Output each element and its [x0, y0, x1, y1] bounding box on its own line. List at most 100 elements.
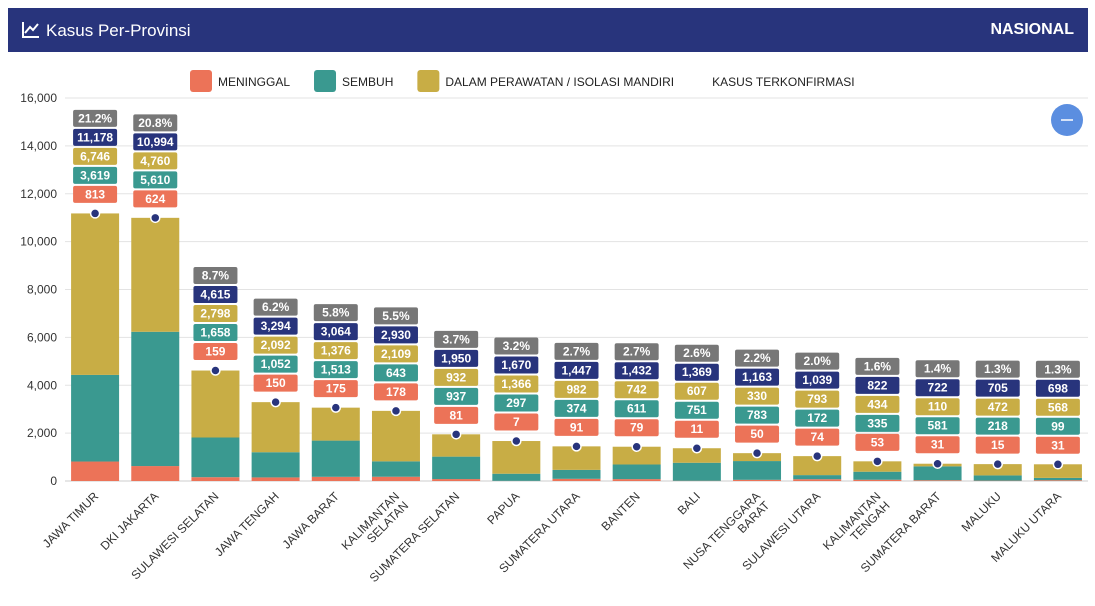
label-box	[915, 398, 960, 416]
data-label: 374	[566, 401, 586, 415]
data-label: 53	[871, 435, 885, 449]
region-label[interactable]: NASIONAL	[990, 21, 1074, 38]
data-label: 99	[1051, 419, 1065, 433]
data-label: 643	[386, 366, 406, 380]
bar-segment	[1033, 477, 1082, 481]
label-box	[855, 395, 900, 413]
label-box	[313, 361, 358, 379]
label-box	[193, 305, 238, 323]
data-label: 31	[931, 438, 945, 452]
header: Kasus Per-Provinsi NASIONAL	[8, 8, 1088, 52]
data-label: 20.8%	[138, 116, 172, 130]
data-label: 81	[449, 408, 463, 422]
bar-segment	[71, 374, 120, 462]
x-tick-label: BANTEN	[598, 489, 642, 533]
x-tick-line: JAWA BARAT	[280, 489, 343, 552]
x-tick-line: MALUKU	[959, 489, 1004, 534]
label-box	[73, 128, 118, 146]
x-tick-label: JAWA TENGAH	[212, 489, 282, 559]
label-box	[795, 409, 840, 427]
bar-segment	[131, 466, 180, 481]
label-box	[915, 436, 960, 454]
data-label: 50	[750, 427, 764, 441]
data-label: 932	[446, 370, 466, 384]
y-tick-label: 0	[50, 474, 57, 488]
total-dot	[511, 435, 522, 447]
bar-segment	[311, 476, 360, 481]
label-box	[434, 349, 479, 367]
label-box	[494, 394, 539, 412]
bar-segment	[492, 441, 541, 474]
bar-segment	[251, 477, 300, 481]
data-label: 3,619	[80, 168, 110, 182]
data-label: 6,746	[80, 149, 110, 163]
data-label: 2.6%	[683, 346, 711, 360]
label-box	[373, 307, 418, 325]
label-box	[915, 379, 960, 397]
label-box	[193, 286, 238, 304]
label-box	[735, 406, 780, 424]
total-dot	[872, 456, 883, 467]
bar-segment	[131, 217, 180, 332]
bar-segment	[913, 466, 962, 481]
data-label: 813	[85, 187, 105, 201]
data-label: 5,610	[140, 173, 170, 187]
data-label: 982	[566, 382, 586, 396]
label-box	[313, 304, 358, 322]
data-label: 2.0%	[804, 354, 832, 368]
total-dot	[691, 442, 703, 454]
data-label: 1,369	[682, 365, 712, 379]
data-label: 705	[988, 381, 1008, 395]
label-box	[795, 428, 840, 446]
bar-segment	[1033, 464, 1082, 478]
label-box	[554, 361, 599, 379]
bar-segment	[793, 479, 842, 481]
legend-label: SEMBUH	[342, 75, 393, 89]
data-label: 159	[205, 345, 225, 359]
label-box	[373, 383, 418, 401]
data-label: 110	[928, 400, 948, 414]
label-box	[735, 387, 780, 405]
label-box	[73, 109, 118, 127]
bar-segment	[191, 477, 240, 481]
label-box	[975, 379, 1020, 397]
bar-segment	[733, 479, 782, 481]
label-box	[975, 417, 1020, 435]
label-box	[313, 380, 358, 398]
label-box	[434, 387, 479, 405]
total-dot	[992, 458, 1003, 470]
label-box	[434, 406, 479, 424]
y-tick-label: 6,000	[27, 330, 57, 344]
data-label: 1,950	[441, 351, 471, 365]
label-box	[253, 317, 298, 335]
data-label: 3,064	[321, 325, 351, 339]
label-box	[494, 413, 539, 431]
label-box	[554, 418, 599, 436]
total-dot	[932, 458, 943, 469]
label-box	[373, 345, 418, 363]
label-box	[253, 298, 298, 316]
y-tick-label: 8,000	[27, 283, 57, 297]
label-box	[373, 326, 418, 344]
data-label: 11,178	[77, 130, 113, 144]
total-dot	[150, 212, 161, 224]
x-tick-label: BALI	[675, 489, 703, 517]
label-box	[193, 343, 238, 361]
data-label: 1,366	[501, 377, 531, 391]
bar-segment	[1033, 480, 1082, 481]
label-box	[915, 417, 960, 435]
data-label: 698	[1048, 381, 1068, 395]
data-label: 91	[570, 420, 584, 434]
label-box	[975, 398, 1020, 416]
label-box	[674, 344, 719, 362]
bar-segment	[71, 461, 120, 481]
data-label: 2,930	[381, 328, 411, 342]
y-tick-label: 4,000	[27, 378, 57, 392]
data-label: 74	[811, 430, 825, 444]
y-tick-label: 12,000	[20, 187, 57, 201]
label-box	[855, 414, 900, 432]
bar-segment	[973, 475, 1022, 481]
data-label: 172	[807, 411, 827, 425]
bar-segment	[371, 476, 420, 481]
